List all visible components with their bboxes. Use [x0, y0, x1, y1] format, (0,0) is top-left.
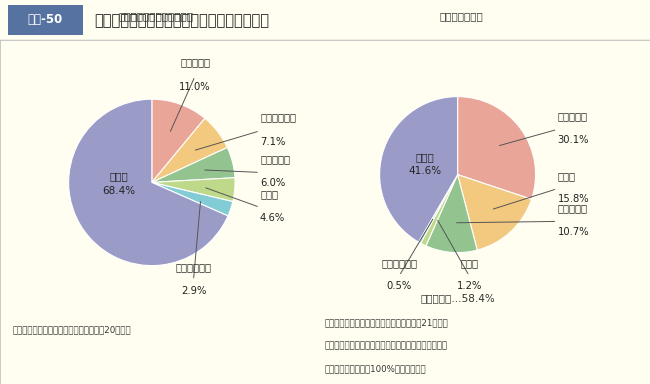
Text: 脳血管疾患: 脳血管疾患	[558, 204, 588, 214]
Text: 悪性新生物: 悪性新生物	[180, 58, 210, 68]
Text: 2.9%: 2.9%	[181, 286, 206, 296]
Wedge shape	[419, 175, 458, 243]
Text: 虚血性心疾患: 虚血性心疾患	[176, 262, 211, 272]
Text: 生活習慣病…58.4%: 生活習慣病…58.4%	[421, 293, 495, 303]
Bar	[8, 5, 83, 35]
Text: 資料：厚生労働省「人口動態統計」（平成21年度）: 資料：厚生労働省「人口動態統計」（平成21年度）	[325, 318, 448, 327]
Text: 41.6%: 41.6%	[408, 166, 441, 176]
Text: 高血圧性疾患: 高血圧性疾患	[260, 113, 296, 122]
Text: 脳血管疾患: 脳血管疾患	[260, 154, 290, 164]
Text: 68.4%: 68.4%	[102, 186, 135, 196]
Text: 心疾患: 心疾患	[558, 171, 575, 181]
Wedge shape	[69, 99, 228, 266]
Text: その他: その他	[109, 171, 128, 181]
Wedge shape	[152, 147, 235, 182]
Text: 図表-50: 図表-50	[27, 13, 63, 26]
Text: 10.7%: 10.7%	[558, 227, 589, 237]
Text: その他: その他	[415, 152, 434, 162]
Text: 資料：厚生労働省「国民医療費」（平成20年度）: 資料：厚生労働省「国民医療費」（平成20年度）	[13, 326, 131, 335]
Text: 内訳の合計が100%にならない。: 内訳の合計が100%にならない。	[325, 364, 426, 373]
Wedge shape	[458, 175, 532, 250]
Title: 死因別死亡割合: 死因別死亡割合	[439, 11, 484, 22]
Wedge shape	[458, 97, 536, 199]
Text: 30.1%: 30.1%	[558, 135, 589, 145]
Wedge shape	[152, 182, 233, 216]
Text: 糖尿病: 糖尿病	[460, 258, 478, 268]
Wedge shape	[421, 175, 458, 246]
Wedge shape	[426, 175, 477, 253]
Text: 11.0%: 11.0%	[179, 82, 211, 92]
Text: 1.2%: 1.2%	[456, 281, 482, 291]
Wedge shape	[152, 99, 205, 182]
Wedge shape	[380, 97, 458, 242]
Text: 悪性新生物: 悪性新生物	[558, 112, 588, 122]
Text: 15.8%: 15.8%	[558, 194, 589, 204]
Text: 4.6%: 4.6%	[260, 213, 285, 223]
Text: 高血圧性疾患: 高血圧性疾患	[381, 258, 417, 268]
Text: 注　：グラフ構成比の数値は四捨五入しているため、: 注 ：グラフ構成比の数値は四捨五入しているため、	[325, 341, 448, 350]
Title: 一般診療医療費の構成割合: 一般診療医療費の構成割合	[118, 11, 194, 22]
Text: 6.0%: 6.0%	[260, 178, 285, 188]
Wedge shape	[152, 118, 228, 182]
Text: 生活習慣病の医療費に占める割合と死亡割合: 生活習慣病の医療費に占める割合と死亡割合	[94, 13, 269, 28]
Text: 0.5%: 0.5%	[387, 281, 411, 291]
Wedge shape	[152, 178, 235, 202]
Text: 糖尿病: 糖尿病	[260, 189, 278, 199]
Text: 7.1%: 7.1%	[260, 137, 285, 147]
